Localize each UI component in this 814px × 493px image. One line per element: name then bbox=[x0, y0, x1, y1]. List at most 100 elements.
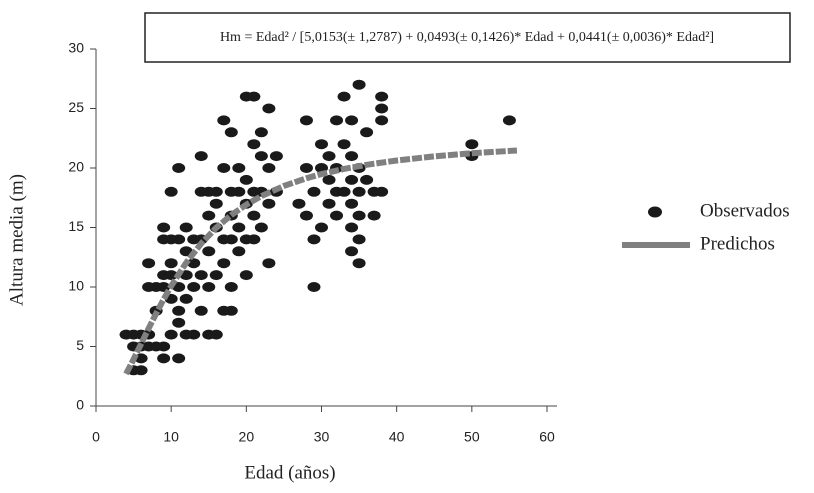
y-tick-label: 5 bbox=[76, 337, 84, 353]
data-point bbox=[172, 353, 186, 364]
data-point bbox=[307, 186, 321, 197]
data-point bbox=[232, 222, 246, 233]
x-tick-label: 10 bbox=[163, 429, 179, 445]
data-point bbox=[224, 282, 238, 292]
y-axis-label: Altura media (m) bbox=[6, 174, 27, 306]
data-point bbox=[172, 317, 186, 328]
legend-swatch bbox=[648, 206, 662, 218]
x-axis-label: Edad (años) bbox=[244, 462, 335, 483]
y-tick-label: 25 bbox=[68, 99, 84, 115]
data-point bbox=[254, 151, 268, 162]
data-point bbox=[142, 258, 156, 269]
data-point bbox=[179, 222, 193, 233]
x-tick-label: 20 bbox=[239, 429, 255, 445]
data-point bbox=[202, 210, 216, 221]
data-point bbox=[194, 151, 208, 162]
y-tick-label: 15 bbox=[68, 218, 84, 234]
data-point bbox=[247, 234, 261, 245]
data-point bbox=[307, 234, 321, 245]
chart-title: Hm = Edad² / [5,0153(± 1,2787) + 0,0493(… bbox=[220, 30, 714, 45]
data-point bbox=[322, 151, 336, 162]
data-point bbox=[322, 174, 336, 185]
data-point bbox=[330, 115, 344, 126]
x-tick-label: 60 bbox=[539, 429, 555, 445]
data-point bbox=[194, 270, 208, 281]
data-point bbox=[337, 139, 351, 150]
data-point bbox=[239, 270, 253, 281]
data-point bbox=[299, 210, 313, 221]
data-point bbox=[187, 258, 201, 269]
data-point bbox=[367, 210, 381, 221]
data-point bbox=[187, 329, 201, 340]
data-point bbox=[375, 115, 389, 126]
data-point bbox=[345, 115, 359, 126]
data-point bbox=[172, 305, 186, 316]
x-tick-label: 0 bbox=[92, 429, 100, 445]
data-point bbox=[375, 91, 389, 102]
data-point bbox=[232, 163, 246, 173]
data-point bbox=[134, 365, 148, 376]
data-point bbox=[345, 246, 359, 257]
data-point bbox=[262, 198, 276, 209]
data-point bbox=[254, 222, 268, 233]
y-tick-label: 10 bbox=[68, 278, 84, 294]
data-point bbox=[232, 246, 246, 257]
data-point bbox=[262, 163, 276, 173]
data-point bbox=[254, 127, 268, 138]
data-point bbox=[209, 270, 223, 281]
data-point bbox=[224, 234, 238, 245]
data-point bbox=[360, 174, 374, 185]
data-point bbox=[164, 258, 178, 269]
data-point bbox=[315, 222, 328, 233]
data-point bbox=[202, 246, 216, 257]
data-point bbox=[209, 329, 223, 340]
data-point bbox=[345, 198, 359, 209]
data-point bbox=[330, 210, 344, 221]
data-point bbox=[315, 139, 328, 150]
data-point bbox=[337, 91, 351, 102]
data-point bbox=[360, 127, 374, 138]
data-point bbox=[157, 353, 171, 364]
data-point bbox=[217, 163, 231, 173]
data-point bbox=[375, 103, 389, 114]
data-point bbox=[157, 222, 171, 233]
fit-line bbox=[123, 147, 518, 376]
legend-label: Predichos bbox=[700, 233, 775, 254]
data-point bbox=[172, 234, 186, 245]
x-tick-label: 30 bbox=[314, 429, 330, 445]
data-point bbox=[375, 186, 389, 197]
data-point bbox=[345, 222, 359, 233]
title-box bbox=[144, 12, 791, 63]
data-point bbox=[239, 174, 253, 185]
data-point bbox=[322, 198, 336, 209]
x-tick-label: 50 bbox=[464, 429, 480, 445]
data-point bbox=[292, 198, 306, 209]
y-tick-label: 30 bbox=[68, 40, 84, 56]
data-point bbox=[224, 305, 238, 316]
data-point bbox=[352, 210, 366, 221]
y-tick-label: 20 bbox=[68, 159, 84, 175]
data-point bbox=[337, 186, 351, 197]
data-point bbox=[307, 282, 321, 292]
data-point bbox=[187, 282, 201, 292]
data-point bbox=[224, 127, 238, 138]
data-point bbox=[179, 293, 193, 304]
data-point bbox=[232, 186, 246, 197]
data-point bbox=[164, 329, 178, 340]
data-point bbox=[202, 282, 216, 292]
x-tick-label: 40 bbox=[389, 429, 405, 445]
data-point bbox=[209, 198, 223, 209]
data-point bbox=[502, 115, 516, 126]
data-point bbox=[194, 305, 208, 316]
data-point bbox=[262, 103, 276, 114]
data-point bbox=[269, 151, 283, 162]
data-point bbox=[352, 258, 366, 269]
data-point bbox=[299, 163, 313, 173]
data-point bbox=[247, 91, 261, 102]
data-point bbox=[247, 139, 261, 150]
data-point bbox=[209, 186, 223, 197]
data-point bbox=[465, 139, 479, 150]
data-point bbox=[352, 79, 366, 90]
data-point bbox=[164, 186, 178, 197]
